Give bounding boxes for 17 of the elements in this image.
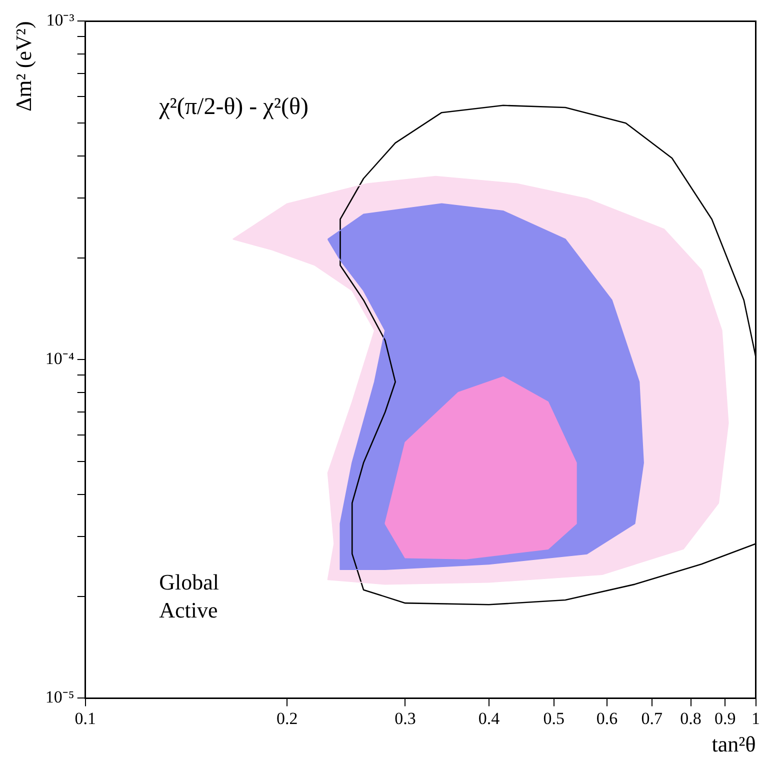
x-tick-label: 0.2 (276, 708, 298, 728)
x-tick-label: 0.3 (394, 708, 416, 728)
x-tick-label: 0.5 (543, 708, 565, 728)
x-tick-label: 0.4 (478, 708, 500, 728)
x-tick-label: 1 (752, 708, 760, 728)
x-tick-label: 0.1 (74, 708, 96, 728)
x-tick-label: 0.9 (714, 708, 736, 728)
annotation: χ²(π/2-θ) - χ²(θ) (158, 94, 309, 120)
y-tick-label: 10⁻⁴ (45, 349, 74, 368)
y-tick-label: 10⁻⁵ (45, 688, 74, 707)
annotation: Global Active (159, 570, 219, 623)
y-axis-title: Δm² (eV²) (10, 21, 36, 112)
x-tick-label: 0.8 (680, 708, 702, 728)
x-axis-title: tan²θ (712, 732, 756, 757)
x-tick-label: 0.7 (641, 708, 664, 728)
x-tick-label: 0.6 (596, 708, 618, 728)
y-tick-label: 10⁻³ (46, 10, 74, 30)
